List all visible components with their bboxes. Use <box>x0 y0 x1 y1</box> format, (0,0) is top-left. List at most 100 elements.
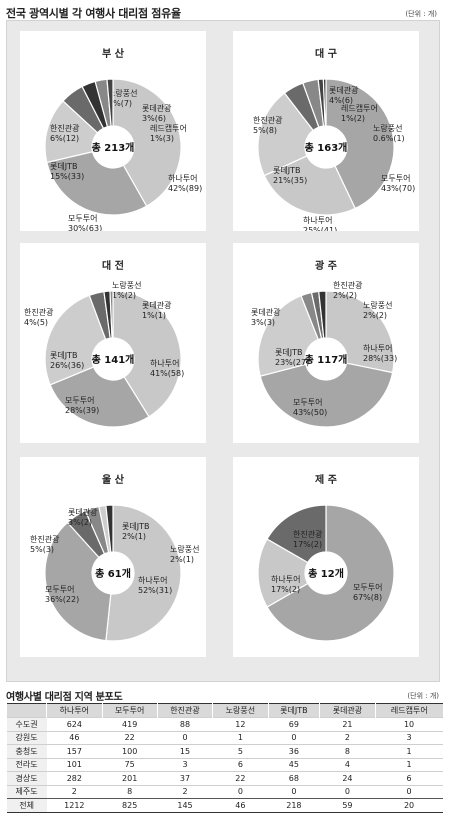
table-cell: 45 <box>268 757 320 772</box>
slice-value-label: 2%(2) <box>333 291 357 300</box>
table-cell: 37 <box>157 771 213 785</box>
panel-title: 제 주 <box>315 475 337 486</box>
table-cell: 218 <box>268 798 320 812</box>
slice-value-label: 26%(36) <box>50 361 84 370</box>
table-unit-label: (단위 : 개) <box>407 692 439 700</box>
pie-slice <box>266 504 327 564</box>
table-row: 충청도 157 100 15 5 36 8 1 <box>6 744 443 758</box>
table-cell: 24 <box>319 771 376 785</box>
table-cell: 88 <box>157 717 213 731</box>
slice-name-label: 모두투어 <box>381 173 410 183</box>
table-cell: 6 <box>212 757 269 772</box>
pie-center-total: 총 163개 <box>305 141 348 154</box>
slice-name-label: 롯데관광 <box>142 103 172 113</box>
table-row: 제주도 2 8 2 0 0 0 0 <box>6 784 443 799</box>
slice-name-label: 노랑풍선 <box>112 280 141 290</box>
slice-value-label: 0.6%(1) <box>373 134 405 143</box>
table-cell: 157 <box>46 744 102 758</box>
slice-value-label: 23%(27) <box>275 358 309 367</box>
table-cell: 1212 <box>46 798 102 812</box>
table-header-cell: 하나투어 <box>46 703 102 718</box>
table-cell: 46 <box>212 798 269 812</box>
slice-name-label: 모두투어 <box>353 582 382 592</box>
row-label-cell: 전체 <box>6 798 47 812</box>
pie-slice <box>109 290 114 339</box>
slice-name-label: 롯데JTB <box>50 351 77 360</box>
table-cell: 59 <box>319 798 376 812</box>
table-cell: 0 <box>212 784 269 799</box>
row-label-cell: 강원도 <box>6 730 47 745</box>
pie-slice <box>263 155 356 216</box>
table-row: 수도권 624 419 88 12 69 21 10 <box>6 717 443 731</box>
table-cell: 75 <box>102 757 158 772</box>
table-header-cell: 한진관광 <box>156 703 213 718</box>
slice-name-label: 하나투어 <box>168 173 197 183</box>
table-cell: 100 <box>102 744 158 758</box>
slice-name-label: 롯데관광 <box>251 307 281 317</box>
panel-title: 울 산 <box>102 475 124 486</box>
slice-name-label: 노랑풍선 <box>108 88 137 98</box>
slice-name-label: 한진관광 <box>293 529 323 539</box>
table-row: 경상도 282 201 37 22 68 24 6 <box>6 771 443 785</box>
slice-name-label: 롯데JTB <box>50 162 77 171</box>
table-cell: 46 <box>46 730 102 745</box>
slice-value-label: 67%(8) <box>353 593 382 602</box>
pie-slice <box>49 366 150 428</box>
panel-title: 부 산 <box>102 49 124 60</box>
pie-slice <box>257 92 315 177</box>
table-header-cell: 모두투어 <box>101 703 158 718</box>
pie-panel-gwangju: 광 주 하나투어 28%(33) 모두투어 43%(50) 롯데JTB 23%(27) 롯데… <box>233 243 419 443</box>
table-cell: 2 <box>319 730 376 745</box>
table-cell: 282 <box>46 771 102 785</box>
slice-name-label: 롯데JTB <box>273 166 300 175</box>
slice-name-label: 레드캡투어 <box>150 123 187 133</box>
slice-name-label: 노랑풍선 <box>363 300 392 310</box>
slice-name-label: 롯데관광 <box>329 85 359 95</box>
table-cell: 624 <box>46 717 102 731</box>
pie-slice <box>44 294 107 386</box>
pie-center-total: 총 141개 <box>92 353 135 366</box>
table-cell: 15 <box>157 744 213 758</box>
table-cell: 5 <box>212 744 269 758</box>
table-cell: 2 <box>46 784 102 799</box>
table-cell: 3 <box>375 730 443 745</box>
slice-name-label: 한진관광 <box>24 307 54 317</box>
table-header-cell: 롯데관광 <box>319 703 376 718</box>
slice-name-label: 모두투어 <box>293 397 322 407</box>
slice-name-label: 롯데관광 <box>68 507 98 517</box>
table-cell: 69 <box>268 717 320 731</box>
row-label-cell: 충청도 <box>6 744 47 758</box>
slice-name-label: 한진관광 <box>333 280 363 290</box>
table-cell: 201 <box>102 771 158 785</box>
pie-panel-daegu: 대 구 모두투어 43%(70) 하나투어 25%(41) 롯데JTB 21%(35) 한진… <box>233 31 419 231</box>
table-cell: 4 <box>319 757 376 772</box>
panel-title: 대 구 <box>315 49 337 60</box>
table-header-cell: 롯데JTB <box>267 703 320 718</box>
panel-title: 대 전 <box>102 261 124 272</box>
table-cell: 1 <box>212 730 269 745</box>
table-cell: 12 <box>212 717 269 731</box>
panel-title: 광 주 <box>315 261 337 272</box>
table-cell: 20 <box>375 798 443 812</box>
table-header-cell: 레드캡투어 <box>374 703 443 718</box>
table-title: 여행사별 대리점 지역 분포도 <box>6 692 123 703</box>
table-cell: 825 <box>102 798 158 812</box>
slice-name-label: 롯데JTB <box>122 522 149 531</box>
unit-label: (단위 : 개) <box>405 10 437 18</box>
table-cell: 0 <box>268 730 320 745</box>
slice-value-label: 28%(39) <box>65 406 99 415</box>
slice-name-label: 롯데JTB <box>275 348 302 357</box>
pie-slice <box>46 151 148 216</box>
slice-name-label: 하나투어 <box>150 358 179 368</box>
slice-name-label: 한진관광 <box>30 534 60 544</box>
slice-value-label: 43%(70) <box>381 184 415 193</box>
table-cell: 0 <box>157 730 213 745</box>
slice-value-label: 2%(1) <box>122 532 146 541</box>
table-cell: 145 <box>157 798 213 812</box>
table-row: 전체 1212 825 145 46 218 59 20 <box>6 798 443 812</box>
slice-value-label: 1%(2) <box>341 114 365 123</box>
slice-value-label: 3%(2) <box>68 518 92 527</box>
slice-name-label: 롯데관광 <box>142 300 172 310</box>
